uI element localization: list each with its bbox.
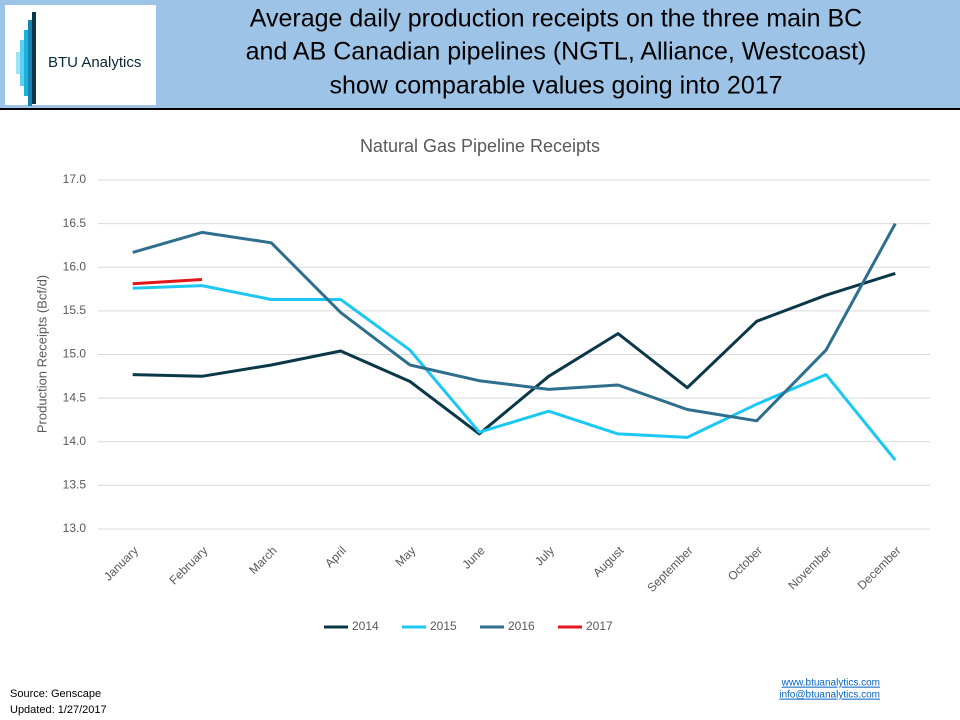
logo-text: BTU Analytics	[48, 54, 141, 71]
updated: Updated: 1/27/2017	[10, 704, 107, 716]
y-tick-label: 17.0	[63, 172, 87, 186]
header-title: show comparable values going into 2017	[329, 72, 782, 100]
source: Source: Genscape	[10, 688, 101, 700]
legend-label: 2016	[508, 619, 535, 633]
website-link[interactable]: www.btuanalytics.com	[781, 678, 880, 689]
y-tick-label: 13.0	[63, 521, 87, 535]
x-tick-label: December	[855, 543, 904, 592]
y-axis-label: Production Receipts (Bcf/d)	[34, 275, 49, 433]
header-title: and AB Canadian pipelines (NGTL, Allianc…	[246, 38, 867, 66]
y-tick-label: 15.5	[63, 303, 87, 317]
y-tick-label: 14.5	[63, 390, 87, 404]
email-link[interactable]: info@btuanalytics.com	[779, 690, 880, 701]
chart-title: Natural Gas Pipeline Receipts	[360, 136, 600, 156]
header-band	[0, 0, 960, 108]
series-line	[132, 271, 896, 436]
y-tick-label: 16.5	[63, 216, 87, 230]
x-tick-label: February	[167, 543, 211, 587]
y-tick-label: 16.0	[63, 259, 87, 273]
x-tick-label: August	[590, 543, 627, 580]
x-tick-label: April	[322, 543, 349, 570]
x-tick-label: September	[644, 543, 695, 594]
legend-label: 2015	[430, 619, 457, 633]
y-tick-label: 15.0	[63, 347, 87, 361]
series-line	[132, 284, 897, 462]
legend-label: 2017	[586, 619, 613, 633]
plot-area: 13.0 13.5 14.0 14.5 15.0 15.5 16.0 16.5 17.0 Janu…	[63, 172, 930, 633]
y-tick-label: 13.5	[63, 478, 87, 492]
x-tick-label: January	[101, 543, 141, 583]
series-line	[132, 278, 203, 286]
series-line	[132, 222, 897, 423]
x-tick-label: October	[725, 543, 765, 583]
legend-label: 2014	[352, 619, 379, 633]
y-tick-label: 14.0	[63, 434, 87, 448]
x-tick-label: November	[785, 543, 834, 592]
x-tick-label: June	[459, 543, 488, 572]
header-title: Average daily production receipts on the…	[250, 5, 862, 33]
x-tick-label: July	[532, 543, 557, 568]
logo-bars	[16, 12, 36, 106]
x-tick-label: March	[246, 543, 279, 576]
x-tick-label: May	[392, 543, 418, 569]
